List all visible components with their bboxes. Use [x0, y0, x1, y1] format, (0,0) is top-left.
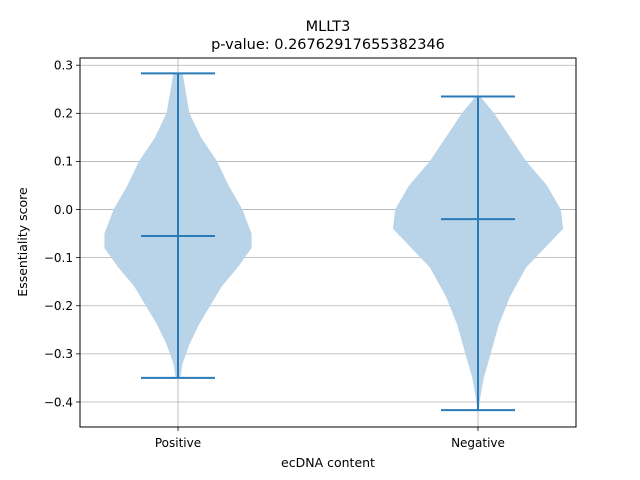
- ticks: −0.4 −0.3 −0.2 −0.1 0.0 0.1 0.2 0.3 Positive Nega…: [44, 59, 505, 450]
- y-tick-label: 0.2: [54, 107, 73, 121]
- y-axis-label: Essentiality score: [15, 187, 30, 297]
- x-tick-label: Negative: [451, 436, 505, 450]
- y-tick-label: −0.3: [44, 347, 73, 361]
- plot-frame: [79, 57, 577, 428]
- y-tick-label: 0.1: [54, 155, 73, 169]
- chart-title: MLLT3: [306, 19, 351, 35]
- y-tick-label: 0.3: [54, 59, 73, 73]
- y-tick-label: −0.4: [44, 395, 73, 409]
- y-tick-label: 0.0: [54, 203, 73, 217]
- x-tick-label: Positive: [155, 436, 201, 450]
- x-axis-label: ecDNA content: [281, 455, 375, 470]
- violins: [104, 72, 564, 412]
- y-tick-label: −0.2: [44, 299, 73, 313]
- y-tick-label: −0.1: [44, 251, 73, 265]
- chart-subtitle: p-value: 0.26762917655382346: [211, 37, 445, 53]
